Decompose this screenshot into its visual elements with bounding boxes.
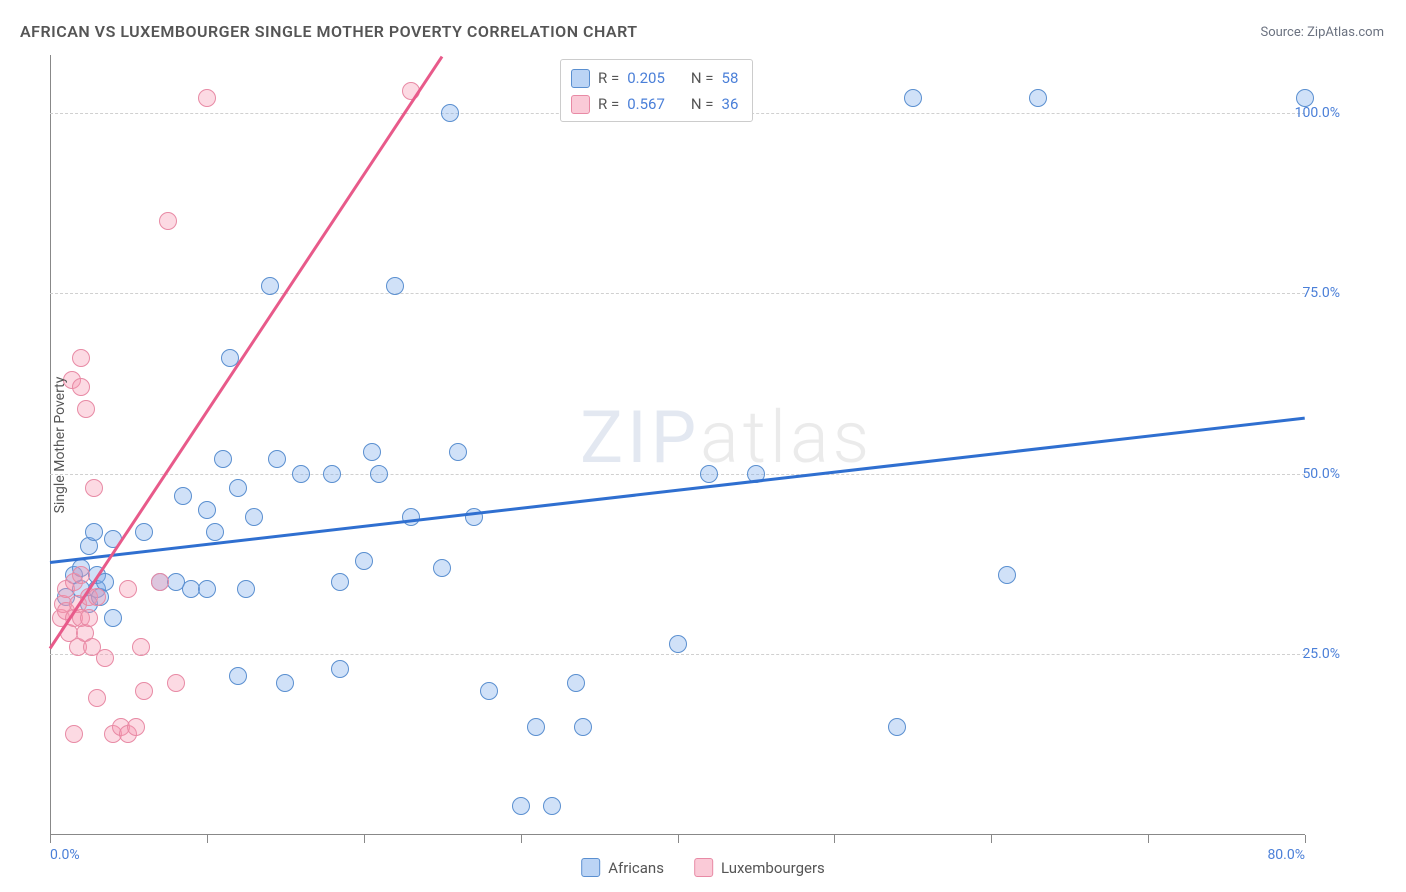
data-point (159, 212, 177, 230)
data-point (402, 508, 420, 526)
data-point (480, 682, 498, 700)
data-point (433, 559, 451, 577)
data-point (198, 501, 216, 519)
data-point (151, 573, 169, 591)
data-point (888, 718, 906, 736)
data-point (85, 523, 103, 541)
data-point (80, 609, 98, 627)
legend-label-africans: Africans (608, 859, 664, 877)
trend-line (49, 56, 444, 650)
data-point (441, 104, 459, 122)
data-point (127, 718, 145, 736)
data-point (174, 487, 192, 505)
data-point (119, 580, 137, 598)
data-point (292, 465, 310, 483)
y-axis-label: Single Mother Poverty (52, 377, 68, 514)
data-point (132, 638, 150, 656)
correlation-legend: R = 0.205 N = 58 R = 0.567 N = 36 (560, 59, 753, 122)
data-point (331, 573, 349, 591)
x-tick (207, 835, 208, 843)
data-point (72, 349, 90, 367)
data-point (72, 566, 90, 584)
gridline (50, 293, 1305, 294)
x-tick (678, 835, 679, 843)
x-tick (834, 835, 835, 843)
y-tick-label: 100.0% (1295, 105, 1340, 121)
data-point (386, 277, 404, 295)
legend-row-africans: R = 0.205 N = 58 (571, 66, 738, 92)
data-point (198, 89, 216, 107)
data-point (88, 588, 106, 606)
data-point (88, 689, 106, 707)
gridline (50, 654, 1305, 655)
x-tick (364, 835, 365, 843)
data-point (669, 635, 687, 653)
source-label: Source: ZipAtlas.com (1260, 25, 1384, 40)
data-point (96, 649, 114, 667)
data-point (567, 674, 585, 692)
data-point (331, 660, 349, 678)
x-tick (50, 835, 51, 843)
data-point (65, 725, 83, 743)
series-legend: Africans Luxembourgers (581, 858, 825, 877)
data-point (72, 378, 90, 396)
data-point (167, 674, 185, 692)
plot-area: ZIPatlas Single Mother Poverty R = 0.205… (50, 55, 1360, 835)
y-tick-label: 50.0% (1302, 466, 1340, 482)
swatch-africans (571, 69, 590, 88)
data-point (268, 450, 286, 468)
data-point (512, 797, 530, 815)
data-point (543, 797, 561, 815)
data-point (229, 479, 247, 497)
data-point (574, 718, 592, 736)
data-point (245, 508, 263, 526)
data-point (998, 566, 1016, 584)
data-point (323, 465, 341, 483)
chart-title: AFRICAN VS LUXEMBOURGER SINGLE MOTHER PO… (20, 22, 638, 41)
swatch-luxembourgers-icon (694, 858, 713, 877)
watermark: ZIPatlas (580, 395, 873, 480)
x-tick-label: 80.0% (1267, 847, 1305, 863)
data-point (104, 609, 122, 627)
y-tick-label: 75.0% (1302, 285, 1340, 301)
data-point (77, 400, 95, 418)
data-point (135, 682, 153, 700)
data-point (206, 523, 224, 541)
data-point (198, 580, 216, 598)
x-tick (991, 835, 992, 843)
data-point (261, 277, 279, 295)
data-point (85, 479, 103, 497)
y-axis (50, 55, 51, 835)
data-point (276, 674, 294, 692)
data-point (135, 523, 153, 541)
data-point (370, 465, 388, 483)
data-point (237, 580, 255, 598)
x-tick (1148, 835, 1149, 843)
swatch-africans-icon (581, 858, 600, 877)
data-point (449, 443, 467, 461)
x-tick (521, 835, 522, 843)
data-point (527, 718, 545, 736)
swatch-luxembourgers (571, 95, 590, 114)
legend-item-africans: Africans (581, 858, 664, 877)
x-tick (1305, 835, 1306, 843)
data-point (700, 465, 718, 483)
data-point (214, 450, 232, 468)
legend-row-luxembourgers: R = 0.567 N = 36 (571, 92, 738, 118)
data-point (363, 443, 381, 461)
y-tick-label: 25.0% (1302, 646, 1340, 662)
data-point (355, 552, 373, 570)
data-point (904, 89, 922, 107)
gridline (50, 474, 1305, 475)
x-tick-label: 0.0% (50, 847, 80, 863)
legend-item-luxembourgers: Luxembourgers (694, 858, 825, 877)
legend-label-luxembourgers: Luxembourgers (721, 859, 825, 877)
data-point (229, 667, 247, 685)
data-point (1029, 89, 1047, 107)
